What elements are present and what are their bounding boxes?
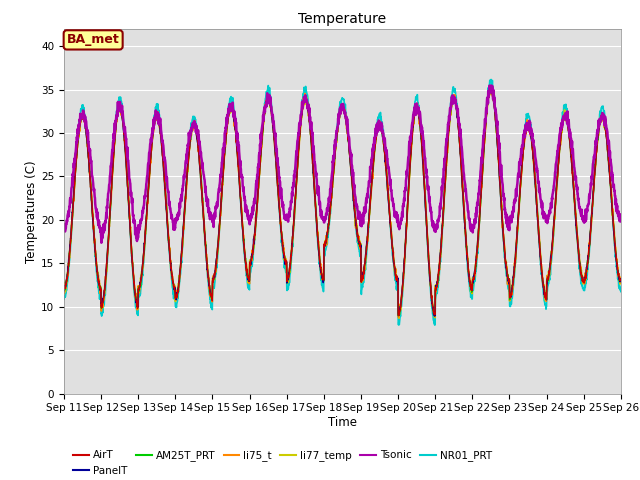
AM25T_PRT — [60, 287, 68, 292]
PanelT — [216, 223, 223, 229]
Tsonic — [568, 138, 576, 144]
Tsonic — [371, 135, 379, 141]
AM25T_PRT — [617, 277, 625, 283]
Tsonic — [486, 83, 493, 88]
Tsonic — [584, 203, 591, 208]
AirT — [568, 163, 576, 168]
PanelT — [371, 147, 378, 153]
li75_t — [505, 278, 513, 284]
PanelT — [617, 278, 625, 284]
Line: Tsonic: Tsonic — [64, 85, 621, 243]
Text: BA_met: BA_met — [67, 34, 120, 47]
li75_t — [617, 279, 625, 285]
li77_temp — [60, 283, 68, 289]
NR01_PRT — [584, 266, 591, 272]
li75_t — [568, 167, 576, 173]
AM25T_PRT — [487, 84, 495, 90]
NR01_PRT — [395, 322, 403, 328]
NR01_PRT — [371, 142, 378, 148]
li75_t — [216, 228, 223, 234]
Legend: AirT, PanelT, AM25T_PRT, li75_t, li77_temp, Tsonic, NR01_PRT: AirT, PanelT, AM25T_PRT, li75_t, li77_te… — [69, 446, 496, 480]
Tsonic — [60, 223, 68, 228]
Line: PanelT: PanelT — [64, 90, 621, 316]
AirT — [488, 85, 495, 91]
Tsonic — [505, 227, 513, 233]
AirT — [216, 226, 223, 231]
Line: li75_t: li75_t — [64, 86, 621, 317]
li75_t — [486, 83, 494, 89]
NR01_PRT — [216, 231, 223, 237]
NR01_PRT — [568, 158, 576, 164]
AM25T_PRT — [216, 226, 223, 232]
Line: NR01_PRT: NR01_PRT — [64, 80, 621, 325]
AirT — [505, 278, 513, 284]
AirT — [358, 273, 366, 278]
PanelT — [505, 277, 513, 283]
Tsonic — [97, 240, 105, 246]
AirT — [584, 260, 591, 265]
li75_t — [358, 276, 366, 282]
NR01_PRT — [487, 77, 495, 83]
AirT — [60, 286, 68, 292]
li77_temp — [216, 227, 223, 232]
Title: Temperature: Temperature — [298, 12, 387, 26]
PanelT — [431, 313, 438, 319]
NR01_PRT — [358, 283, 366, 289]
PanelT — [584, 259, 591, 264]
li75_t — [395, 314, 403, 320]
Tsonic — [617, 212, 625, 217]
AM25T_PRT — [371, 149, 378, 155]
Line: li77_temp: li77_temp — [64, 86, 621, 318]
li77_temp — [488, 84, 495, 89]
PanelT — [60, 288, 68, 294]
NR01_PRT — [505, 287, 513, 293]
AM25T_PRT — [358, 276, 366, 281]
Line: AirT: AirT — [64, 88, 621, 315]
NR01_PRT — [617, 288, 625, 294]
li75_t — [584, 261, 591, 266]
Line: AM25T_PRT: AM25T_PRT — [64, 87, 621, 316]
NR01_PRT — [60, 296, 68, 302]
li77_temp — [584, 259, 591, 265]
li77_temp — [371, 149, 378, 155]
Tsonic — [216, 182, 223, 188]
li77_temp — [568, 164, 576, 169]
AirT — [371, 148, 378, 154]
AirT — [395, 312, 403, 318]
li75_t — [371, 146, 378, 152]
li77_temp — [505, 279, 513, 285]
Y-axis label: Temperatures (C): Temperatures (C) — [25, 160, 38, 263]
Tsonic — [359, 217, 367, 223]
PanelT — [568, 166, 576, 172]
AM25T_PRT — [568, 164, 576, 169]
AM25T_PRT — [431, 313, 438, 319]
PanelT — [358, 276, 366, 282]
PanelT — [486, 87, 494, 93]
li75_t — [60, 285, 68, 291]
li77_temp — [358, 275, 366, 280]
li77_temp — [617, 275, 625, 281]
li77_temp — [395, 315, 403, 321]
AM25T_PRT — [584, 257, 591, 263]
AM25T_PRT — [505, 277, 513, 283]
X-axis label: Time: Time — [328, 416, 357, 429]
AirT — [617, 277, 625, 283]
